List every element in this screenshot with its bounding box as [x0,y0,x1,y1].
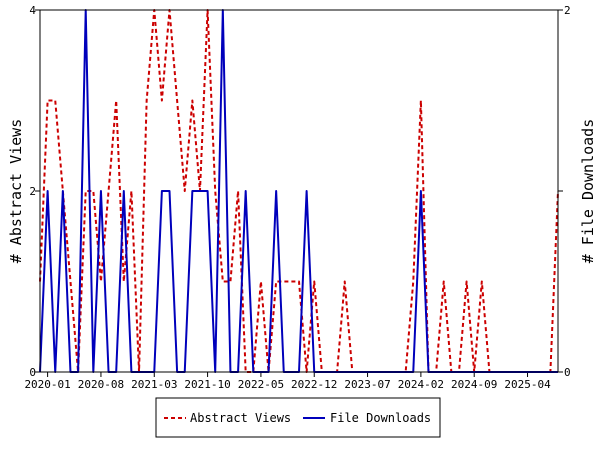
series-layer [39,9,559,373]
x-tick-label: 2021-03 [131,378,177,391]
y-axis-title-right: # File Downloads [579,119,597,264]
y-tick-label-left: 4 [29,4,36,17]
x-tick-label: 2022-05 [238,378,284,391]
series-line-abstract-views [39,9,559,373]
legend-label-file-downloads: File Downloads [330,411,431,425]
labels-layer: 0 2 4 0 2 2020-01 2020-08 2021-03 2021-10 2022-05… [24,4,570,391]
legend: Abstract Views File Downloads [155,397,441,438]
y-tick-label-right: 0 [564,366,571,379]
legend-box [155,397,441,438]
x-tick-label: 2020-01 [24,378,70,391]
y-axis-title-left: # Abstract Views [7,119,25,264]
y-tick-label-left: 0 [29,366,36,379]
y-tick-label-left: 2 [29,185,36,198]
x-tick-label: 2021-10 [184,378,230,391]
y-tick-label-right: 2 [564,4,571,17]
x-tick-label: 2024-02 [398,378,444,391]
legend-label-abstract-views: Abstract Views [190,411,291,425]
plot-frame [39,9,559,373]
series-line-file-downloads [39,9,558,373]
x-tick-label: 2024-09 [451,378,497,391]
ticks-layer [35,9,563,377]
x-tick-label: 2025-04 [504,378,551,391]
x-tick-label: 2022-12 [291,378,337,391]
x-tick-label: 2023-07 [344,378,390,391]
x-tick-label: 2020-08 [78,378,124,391]
